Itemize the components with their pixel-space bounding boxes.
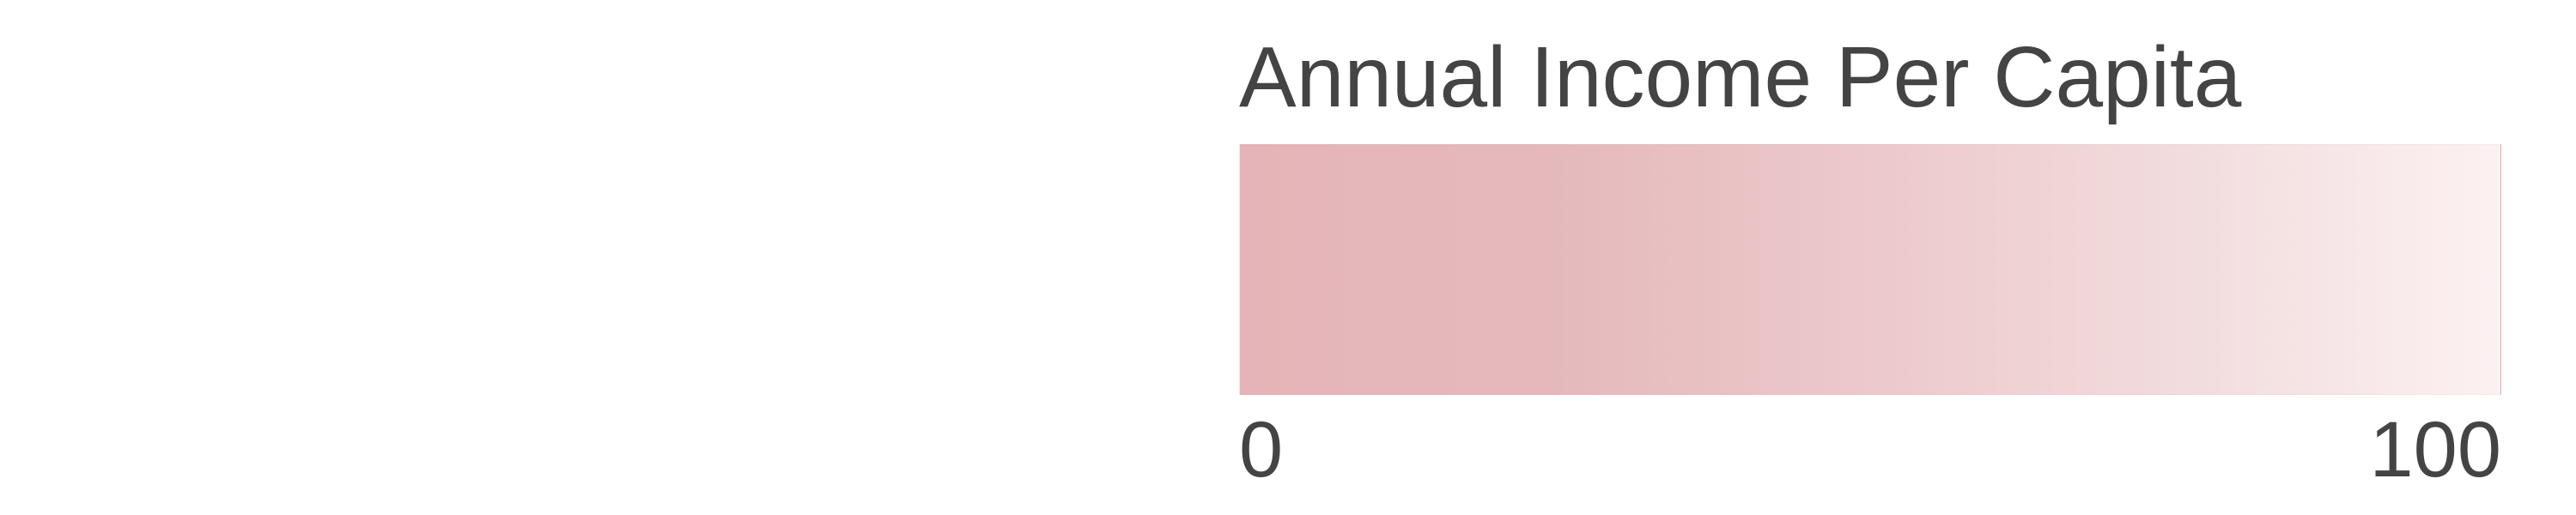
legend-max-label: 100 <box>2369 406 2502 494</box>
color-legend: Annual Income Per Capita 0 100 <box>1239 34 2501 498</box>
legend-min-label: 0 <box>1239 406 1284 494</box>
legend-gradient-bar <box>1239 144 2501 395</box>
legend-title: Annual Income Per Capita <box>1239 29 2242 125</box>
